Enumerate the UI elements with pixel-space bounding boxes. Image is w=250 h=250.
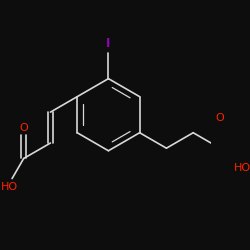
Text: I: I [106, 37, 110, 50]
Text: O: O [216, 113, 224, 123]
Text: HO: HO [234, 163, 250, 173]
Text: O: O [19, 123, 28, 133]
Text: HO: HO [1, 182, 18, 192]
